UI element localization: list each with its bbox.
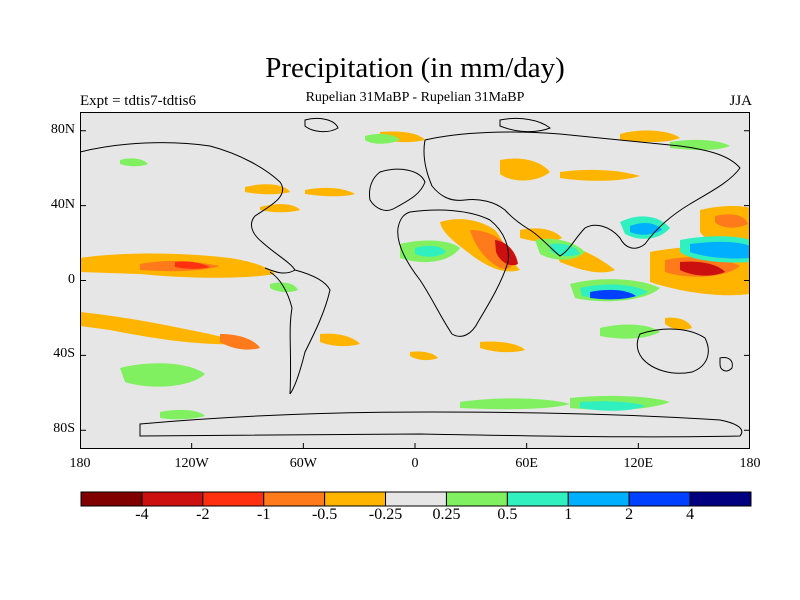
colorbar-swatch (385, 491, 447, 507)
colorbar-swatch (445, 491, 508, 507)
y-tick-label: 80S (53, 421, 75, 437)
colorbar-swatch (628, 491, 691, 507)
map-tick-marks (80, 130, 750, 449)
colorbar-label: -4 (135, 506, 149, 523)
coastlines (80, 117, 743, 438)
y-tick-label: 40N (50, 196, 75, 212)
colorbar-swatch (567, 491, 630, 507)
map-background (80, 112, 750, 449)
x-tick-label: 120E (623, 456, 654, 471)
negative-anomaly-fields (80, 130, 750, 361)
season-label: JJA (729, 93, 752, 109)
precipitation-map (80, 112, 750, 449)
plot-title: Precipitation (in mm/day) (265, 52, 565, 84)
colorbar-label: 0.5 (497, 506, 518, 523)
x-tick-label: 60E (515, 456, 538, 471)
colorbar-swatch (141, 491, 204, 507)
colorbar-label: -0.5 (311, 506, 338, 523)
colorbar-label: 2 (625, 506, 634, 523)
colorbar-label: -0.25 (368, 506, 403, 523)
y-tick-label: 0 (68, 271, 75, 287)
colorbar-swatch (324, 491, 387, 507)
x-tick-label: 0 (411, 456, 419, 471)
colorbar-label: -2 (196, 506, 210, 523)
colorbar-swatch (80, 491, 143, 507)
colorbar-swatch (689, 491, 752, 507)
x-tick-label: 60W (289, 456, 317, 471)
colorbar-label: 4 (686, 506, 695, 523)
colorbar-swatch (263, 491, 326, 507)
x-tick-label: 180 (739, 456, 761, 471)
y-tick-label: 40S (53, 346, 75, 362)
colorbar-label: 1 (564, 506, 573, 523)
colorbar-swatch (506, 491, 569, 507)
colorbar-label: 0.25 (432, 506, 461, 523)
x-tick-label: 120W (174, 456, 209, 471)
colorbar (80, 491, 752, 507)
plot-subtitle: Rupelian 31MaBP - Rupelian 31MaBP (305, 90, 525, 105)
x-tick-label: 180 (69, 456, 91, 471)
colorbar-label: -1 (257, 506, 271, 523)
colorbar-swatch (202, 491, 265, 507)
y-tick-label: 80N (50, 121, 75, 137)
experiment-label: Expt = tdtis7-tdtis6 (80, 93, 196, 109)
